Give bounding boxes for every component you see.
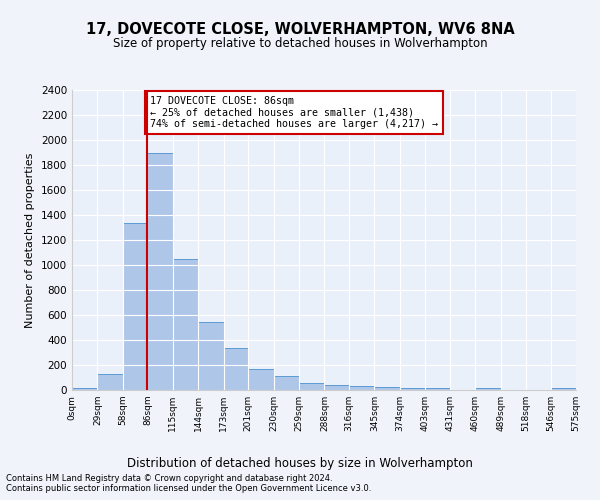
Text: Size of property relative to detached houses in Wolverhampton: Size of property relative to detached ho…	[113, 38, 487, 51]
Text: 17, DOVECOTE CLOSE, WOLVERHAMPTON, WV6 8NA: 17, DOVECOTE CLOSE, WOLVERHAMPTON, WV6 8…	[86, 22, 514, 38]
Bar	[198, 322, 224, 390]
Bar	[123, 222, 148, 390]
Bar	[224, 348, 248, 390]
Bar	[325, 385, 349, 390]
Text: Contains public sector information licensed under the Open Government Licence v3: Contains public sector information licen…	[6, 484, 371, 493]
Bar	[400, 388, 425, 390]
Bar	[248, 370, 274, 390]
Bar	[97, 374, 123, 390]
Bar	[274, 376, 299, 390]
Bar	[551, 388, 576, 390]
Bar	[374, 387, 400, 390]
Bar	[299, 382, 325, 390]
Bar	[349, 386, 374, 390]
Text: 17 DOVECOTE CLOSE: 86sqm
← 25% of detached houses are smaller (1,438)
74% of sem: 17 DOVECOTE CLOSE: 86sqm ← 25% of detach…	[150, 96, 438, 130]
Bar	[148, 152, 173, 390]
Text: Distribution of detached houses by size in Wolverhampton: Distribution of detached houses by size …	[127, 458, 473, 470]
Y-axis label: Number of detached properties: Number of detached properties	[25, 152, 35, 328]
Bar	[425, 388, 450, 390]
Bar	[173, 260, 198, 390]
Bar	[475, 388, 500, 390]
Text: Contains HM Land Registry data © Crown copyright and database right 2024.: Contains HM Land Registry data © Crown c…	[6, 474, 332, 483]
Bar	[72, 388, 97, 390]
